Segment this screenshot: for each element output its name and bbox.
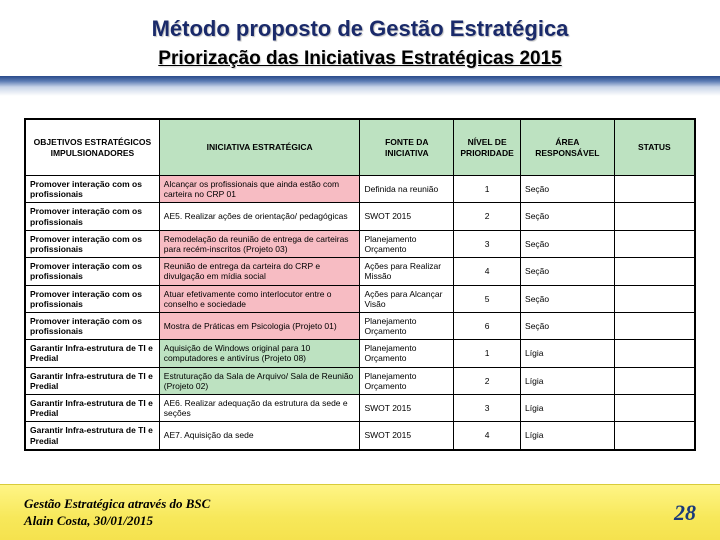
table-cell: 1	[454, 176, 521, 203]
table-cell: Garantir Infra-estrutura de TI e Predial	[26, 340, 160, 367]
table-cell	[614, 258, 694, 285]
table-cell: Promover interação com os profissionais	[26, 258, 160, 285]
table-cell: AE5. Realizar ações de orientação/ pedag…	[159, 203, 360, 230]
table-cell: Seção	[521, 312, 615, 339]
page-title: Método proposto de Gestão Estratégica	[0, 0, 720, 42]
footer-line-2: Alain Costa, 30/01/2015	[24, 513, 210, 529]
page-number: 28	[674, 500, 696, 526]
table-cell: Lígia	[521, 340, 615, 367]
table-cell: Alcançar os profissionais que ainda estã…	[159, 176, 360, 203]
table-cell: SWOT 2015	[360, 395, 454, 422]
table-col-header: STATUS	[614, 120, 694, 176]
table-col-header: NÍVEL DE PRIORIDADE	[454, 120, 521, 176]
header-gradient-band	[0, 76, 720, 96]
table-cell: 4	[454, 258, 521, 285]
table-cell: 1	[454, 340, 521, 367]
table-cell	[614, 367, 694, 394]
table-cell: Lígia	[521, 367, 615, 394]
table-cell: Seção	[521, 258, 615, 285]
table-cell: Ações para Realizar Missão	[360, 258, 454, 285]
table-cell	[614, 176, 694, 203]
table-cell: Atuar efetivamente como interlocutor ent…	[159, 285, 360, 312]
table-cell: Seção	[521, 230, 615, 257]
table-cell: Lígia	[521, 395, 615, 422]
table-cell: Promover interação com os profissionais	[26, 230, 160, 257]
table-cell: SWOT 2015	[360, 422, 454, 449]
table-cell: SWOT 2015	[360, 203, 454, 230]
table-cell: Planejamento Orçamento	[360, 312, 454, 339]
table-cell	[614, 285, 694, 312]
footer-band: Gestão Estratégica através do BSC Alain …	[0, 484, 720, 540]
table-cell	[614, 340, 694, 367]
table-cell: Reunião de entrega da carteira do CRP e …	[159, 258, 360, 285]
table-col-header: OBJETIVOS ESTRATÉGICOS IMPULSIONADORES	[26, 120, 160, 176]
initiatives-table-wrap: OBJETIVOS ESTRATÉGICOS IMPULSIONADORESIN…	[24, 118, 696, 451]
table-cell: Ações para Alcançar Visão	[360, 285, 454, 312]
table-cell	[614, 312, 694, 339]
table-cell: Planejamento Orçamento	[360, 340, 454, 367]
table-row: Promover interação com os profissionaisM…	[26, 312, 695, 339]
table-body: Promover interação com os profissionaisA…	[26, 176, 695, 450]
table-cell: Garantir Infra-estrutura de TI e Predial	[26, 367, 160, 394]
table-cell: Garantir Infra-estrutura de TI e Predial	[26, 395, 160, 422]
table-cell: Seção	[521, 176, 615, 203]
table-cell: AE6. Realizar adequação da estrutura da …	[159, 395, 360, 422]
table-cell: Promover interação com os profissionais	[26, 312, 160, 339]
table-col-header: ÁREA RESPONSÁVEL	[521, 120, 615, 176]
table-cell: Estruturação da Sala de Arquivo/ Sala de…	[159, 367, 360, 394]
table-cell: Aquisição de Windows original para 10 co…	[159, 340, 360, 367]
table-row: Promover interação com os profissionaisR…	[26, 258, 695, 285]
table-cell: Promover interação com os profissionais	[26, 176, 160, 203]
table-cell: Remodelação da reunião de entrega de car…	[159, 230, 360, 257]
table-row: Garantir Infra-estrutura de TI e Predial…	[26, 340, 695, 367]
table-row: Garantir Infra-estrutura de TI e Predial…	[26, 395, 695, 422]
table-cell: Definida na reunião	[360, 176, 454, 203]
footer-line-1: Gestão Estratégica através do BSC	[24, 496, 210, 512]
table-cell	[614, 422, 694, 449]
table-cell: 2	[454, 367, 521, 394]
table-row: Promover interação com os profissionaisR…	[26, 230, 695, 257]
table-cell: 5	[454, 285, 521, 312]
table-cell	[614, 203, 694, 230]
table-cell	[614, 230, 694, 257]
table-cell: AE7. Aquisição da sede	[159, 422, 360, 449]
table-cell: 3	[454, 395, 521, 422]
table-col-header: FONTE DA INICIATIVA	[360, 120, 454, 176]
slide: Método proposto de Gestão Estratégica Pr…	[0, 0, 720, 540]
table-header-row: OBJETIVOS ESTRATÉGICOS IMPULSIONADORESIN…	[26, 120, 695, 176]
table-row: Promover interação com os profissionaisA…	[26, 203, 695, 230]
table-col-header: INICIATIVA ESTRATÉGICA	[159, 120, 360, 176]
table-row: Garantir Infra-estrutura de TI e Predial…	[26, 367, 695, 394]
table-cell: Seção	[521, 285, 615, 312]
table-cell: Lígia	[521, 422, 615, 449]
footer-text: Gestão Estratégica através do BSC Alain …	[24, 496, 210, 529]
table-cell: Promover interação com os profissionais	[26, 285, 160, 312]
table-cell: 6	[454, 312, 521, 339]
table-row: Garantir Infra-estrutura de TI e Predial…	[26, 422, 695, 449]
table-cell: 3	[454, 230, 521, 257]
page-subtitle: Priorização das Iniciativas Estratégicas…	[0, 42, 720, 70]
table-row: Promover interação com os profissionaisA…	[26, 285, 695, 312]
table-row: Promover interação com os profissionaisA…	[26, 176, 695, 203]
table-cell: Mostra de Práticas em Psicologia (Projet…	[159, 312, 360, 339]
table-cell: Garantir Infra-estrutura de TI e Predial	[26, 422, 160, 449]
table-cell: Planejamento Orçamento	[360, 367, 454, 394]
table-cell: 4	[454, 422, 521, 449]
table-cell	[614, 395, 694, 422]
table-cell: Seção	[521, 203, 615, 230]
table-cell: Promover interação com os profissionais	[26, 203, 160, 230]
table-cell: Planejamento Orçamento	[360, 230, 454, 257]
table-cell: 2	[454, 203, 521, 230]
initiatives-table: OBJETIVOS ESTRATÉGICOS IMPULSIONADORESIN…	[25, 119, 695, 450]
